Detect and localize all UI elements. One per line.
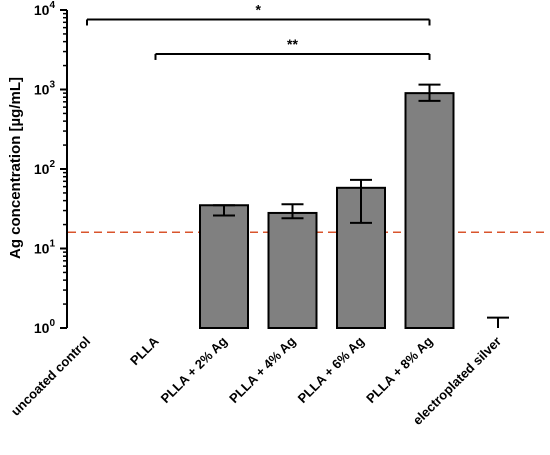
significance-label: * (256, 1, 262, 17)
bars-layer (199, 83, 509, 330)
x-category-label: uncoated control (8, 334, 93, 419)
bar (267, 211, 318, 330)
x-category-label: PLLA + 4% Ag (226, 333, 299, 406)
x-category-label: PLLA + 8% Ag (363, 333, 436, 406)
y-tick-label: 101 (34, 239, 56, 257)
x-category-label: PLLA + 6% Ag (295, 333, 368, 406)
x-category-label: PLLA (127, 333, 162, 368)
bar (199, 204, 249, 330)
y-axis: 100 101 102 103 104 (34, 0, 68, 336)
bar (404, 92, 455, 329)
y-tick-label: 104 (34, 0, 56, 18)
y-tick-label: 100 (34, 318, 56, 336)
significance-label: ** (287, 36, 298, 52)
y-tick-label: 103 (34, 80, 56, 98)
x-category-label: PLLA + 2% Ag (158, 333, 231, 406)
significance-layer: *** (86, 1, 431, 60)
y-axis-title: Ag concentration [µg/mL] (7, 77, 24, 259)
y-tick-label: 102 (34, 159, 56, 177)
